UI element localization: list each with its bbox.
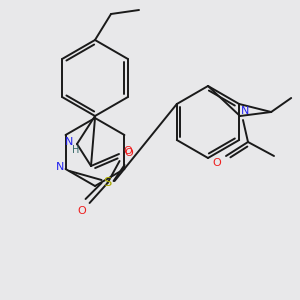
Text: N: N xyxy=(241,106,249,116)
Text: N: N xyxy=(65,137,73,147)
Text: S: S xyxy=(103,176,112,190)
Text: O: O xyxy=(77,206,86,216)
Text: O: O xyxy=(124,146,132,156)
Text: H: H xyxy=(72,145,80,155)
Text: O: O xyxy=(213,158,221,168)
Text: O: O xyxy=(124,148,133,158)
Text: N: N xyxy=(56,162,65,172)
